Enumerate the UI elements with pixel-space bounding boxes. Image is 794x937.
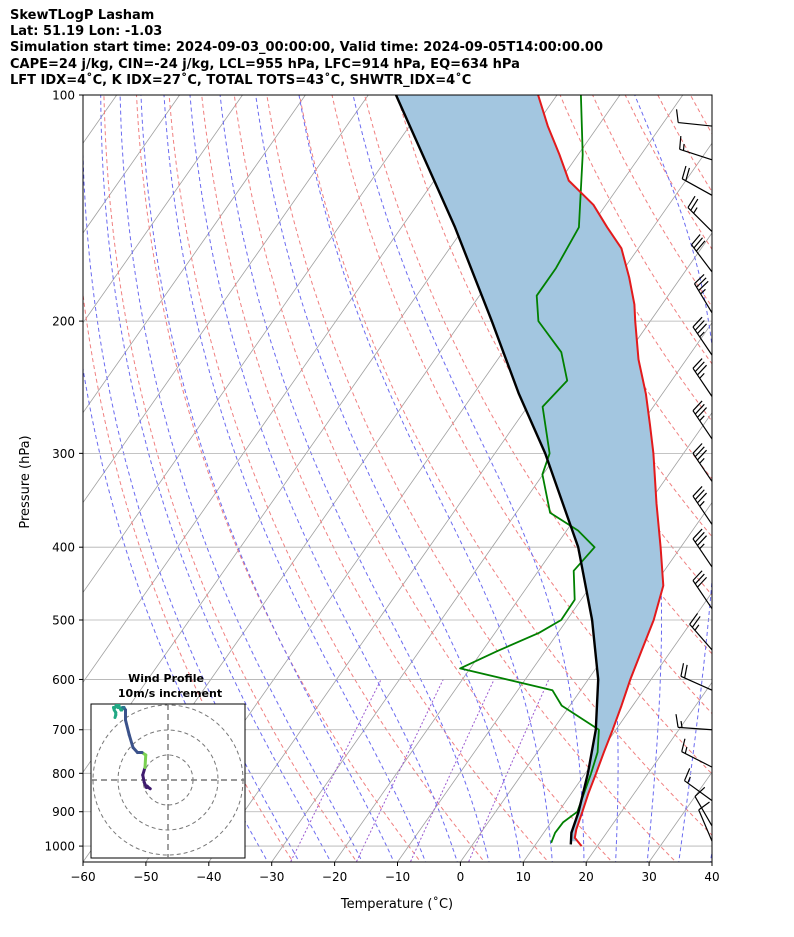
x-tick-label: 0	[457, 870, 465, 884]
moist-adiabat-line	[512, 95, 662, 862]
isotherm-line	[711, 861, 712, 862]
wind-barb	[692, 486, 713, 525]
wind-barb	[692, 528, 713, 568]
moist-adiabat-line	[83, 133, 300, 862]
wind-barb	[675, 109, 713, 127]
y-tick-label: 900	[52, 805, 75, 819]
isotherm-line	[648, 771, 712, 862]
wind-barb	[680, 663, 713, 691]
x-tick-label: −10	[385, 870, 410, 884]
wind-barb	[689, 613, 713, 651]
y-tick-label: 300	[52, 447, 75, 461]
wind-barb	[679, 136, 713, 161]
x-tick-label: −40	[196, 870, 221, 884]
y-tick-label: 200	[52, 315, 75, 329]
moist-adiabat-line	[709, 849, 712, 862]
wind-barb	[691, 234, 713, 273]
location-text: Lat: 51.19 Lon: -1.03	[10, 24, 163, 40]
dry-adiabat-line	[266, 95, 677, 862]
chart-title: SkewTLogP Lasham	[10, 8, 155, 23]
inset-title: Wind Profile	[128, 672, 204, 685]
dry-adiabat-line	[168, 95, 486, 862]
isotherm-line	[271, 232, 712, 862]
mixing-ratio-line	[355, 679, 444, 862]
y-tick-label: 1000	[44, 840, 75, 854]
isotherm-line	[460, 501, 712, 862]
y-tick-label: 800	[52, 767, 75, 781]
wind-barb	[692, 570, 713, 610]
dry-adiabat-line	[746, 78, 794, 865]
mixing-ratio-line	[290, 679, 382, 862]
wind-barb	[681, 165, 713, 196]
isotherm-line	[522, 591, 712, 862]
x-tick-label: 40	[704, 870, 719, 884]
y-tick-label: 700	[52, 723, 75, 737]
x-tick-label: −60	[70, 870, 95, 884]
x-tick-label: −50	[133, 870, 158, 884]
wind-barb	[694, 786, 713, 827]
stability-indices-text: CAPE=24 j/kg, CIN=-24 j/kg, LCL=955 hPa,…	[10, 56, 520, 72]
dry-adiabat-line	[526, 95, 712, 423]
chart-header: SkewTLogP Lasham Lat: 51.19 Lon: -1.03 S…	[10, 8, 603, 89]
x-tick-label: 20	[579, 870, 594, 884]
moist-adiabat-line	[634, 95, 712, 862]
stability-indices-text-2: LFT IDX=4˚C, K IDX=27˚C, TOTAL TOTS=43˚C…	[10, 72, 472, 88]
dry-adiabat-line	[364, 95, 712, 715]
moist-adiabat-line	[352, 95, 585, 862]
wind-barb	[683, 768, 713, 802]
x-axis-label: Temperature (˚C)	[340, 896, 453, 912]
inset-subtitle: 10m/s increment	[118, 687, 222, 700]
wind-barb	[681, 738, 713, 768]
dewpoint-profile-line	[459, 95, 600, 844]
moist-adiabat-line	[83, 365, 269, 862]
y-tick-label: 500	[52, 613, 75, 627]
isotherm-line	[83, 95, 243, 324]
x-tick-label: 10	[516, 870, 531, 884]
x-tick-label: −30	[259, 870, 284, 884]
y-tick-label: 600	[52, 673, 75, 687]
hodograph-segment	[143, 753, 148, 769]
isotherm-line	[585, 681, 712, 862]
wind-barb	[692, 443, 713, 482]
isotherm-line	[83, 95, 306, 414]
hodograph-segment	[124, 718, 131, 737]
wind-barb	[692, 400, 713, 440]
isotherm-line	[83, 95, 369, 504]
wind-barb	[675, 714, 713, 731]
hodograph-segment	[127, 733, 135, 749]
dry-adiabat-line	[689, 95, 712, 135]
parcel-path-line	[394, 95, 600, 845]
mixing-ratio-line	[409, 679, 495, 862]
x-tick-label: −20	[322, 870, 347, 884]
isotherm-line	[83, 95, 432, 594]
hodograph-segment	[113, 713, 118, 719]
dry-adiabat-line	[778, 78, 794, 865]
wind-barb	[698, 801, 713, 842]
y-axis-label: Pressure (hPa)	[18, 435, 33, 528]
isotherm-line	[83, 95, 495, 683]
wind-barb	[692, 316, 713, 356]
moist-adiabat-line	[219, 95, 490, 862]
x-tick-label: 30	[641, 870, 656, 884]
wind-barb	[692, 358, 713, 397]
isotherm-line	[208, 142, 712, 862]
simulation-time-text: Simulation start time: 2024-09-03_00:00:…	[10, 40, 603, 56]
temperature-profile-line	[537, 95, 665, 847]
y-tick-label: 100	[52, 89, 75, 103]
y-tick-label: 400	[52, 541, 75, 555]
wind-profile-inset: Wind Profile 10m/s increment	[90, 672, 246, 859]
wind-barb	[687, 195, 713, 233]
dry-adiabat-line	[298, 95, 712, 836]
moist-adiabat-line	[100, 95, 332, 862]
cape-fill	[396, 95, 664, 842]
isotherm-line	[83, 95, 180, 234]
dry-adiabat-line	[714, 78, 794, 865]
wind-barb	[693, 273, 713, 314]
